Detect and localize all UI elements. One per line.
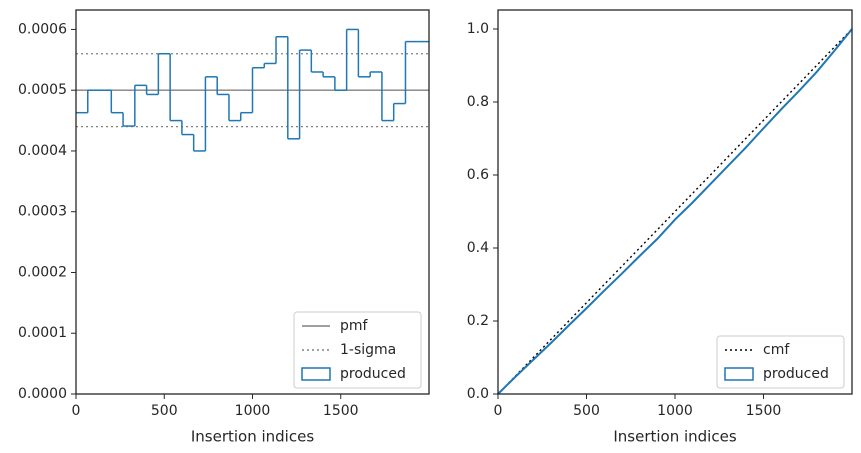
y-tick-label: 0.2 — [467, 313, 489, 329]
plot-frame — [497, 9, 853, 395]
x-tick-label: 500 — [151, 403, 178, 419]
x-tick-label: 1500 — [323, 403, 359, 419]
y-tick-label: 0.6 — [467, 167, 489, 183]
legend-patch — [301, 367, 331, 381]
y-tick-label: 0.0003 — [18, 204, 67, 220]
y-tick-label: 0.0002 — [18, 264, 67, 280]
y-tick-label: 0.8 — [467, 94, 489, 110]
x-tick-label: 1500 — [746, 403, 782, 419]
y-tick-label: 0.4 — [467, 240, 489, 256]
legend-box — [716, 335, 845, 389]
x-tick-label: 1000 — [657, 403, 693, 419]
legend-label: produced — [340, 366, 406, 382]
x-tick-label: 1000 — [235, 403, 271, 419]
x-axis-label: Insertion indices — [613, 428, 736, 446]
series-line — [497, 28, 853, 395]
y-tick-label: 0.0005 — [18, 82, 67, 98]
y-tick-label: 0.0006 — [18, 21, 67, 37]
legend-label: produced — [763, 366, 829, 382]
legend-label: pmf — [340, 318, 369, 334]
x-tick-label: 500 — [573, 403, 600, 419]
y-tick-label: 0.0000 — [18, 386, 67, 402]
y-tick-label: 0.0004 — [18, 143, 67, 159]
legend-label: 1-sigma — [340, 342, 396, 358]
legend-box — [293, 311, 422, 389]
legend-label: cmf — [763, 342, 790, 358]
x-axis-label: Insertion indices — [191, 428, 314, 446]
x-tick-label: 0 — [494, 403, 503, 419]
y-tick-label: 0.0 — [467, 386, 489, 402]
x-tick-label: 0 — [72, 403, 81, 419]
legend-patch — [724, 367, 754, 381]
plot-frame — [75, 9, 430, 395]
y-tick-label: 1.0 — [467, 21, 489, 37]
y-tick-label: 0.0001 — [18, 325, 67, 341]
